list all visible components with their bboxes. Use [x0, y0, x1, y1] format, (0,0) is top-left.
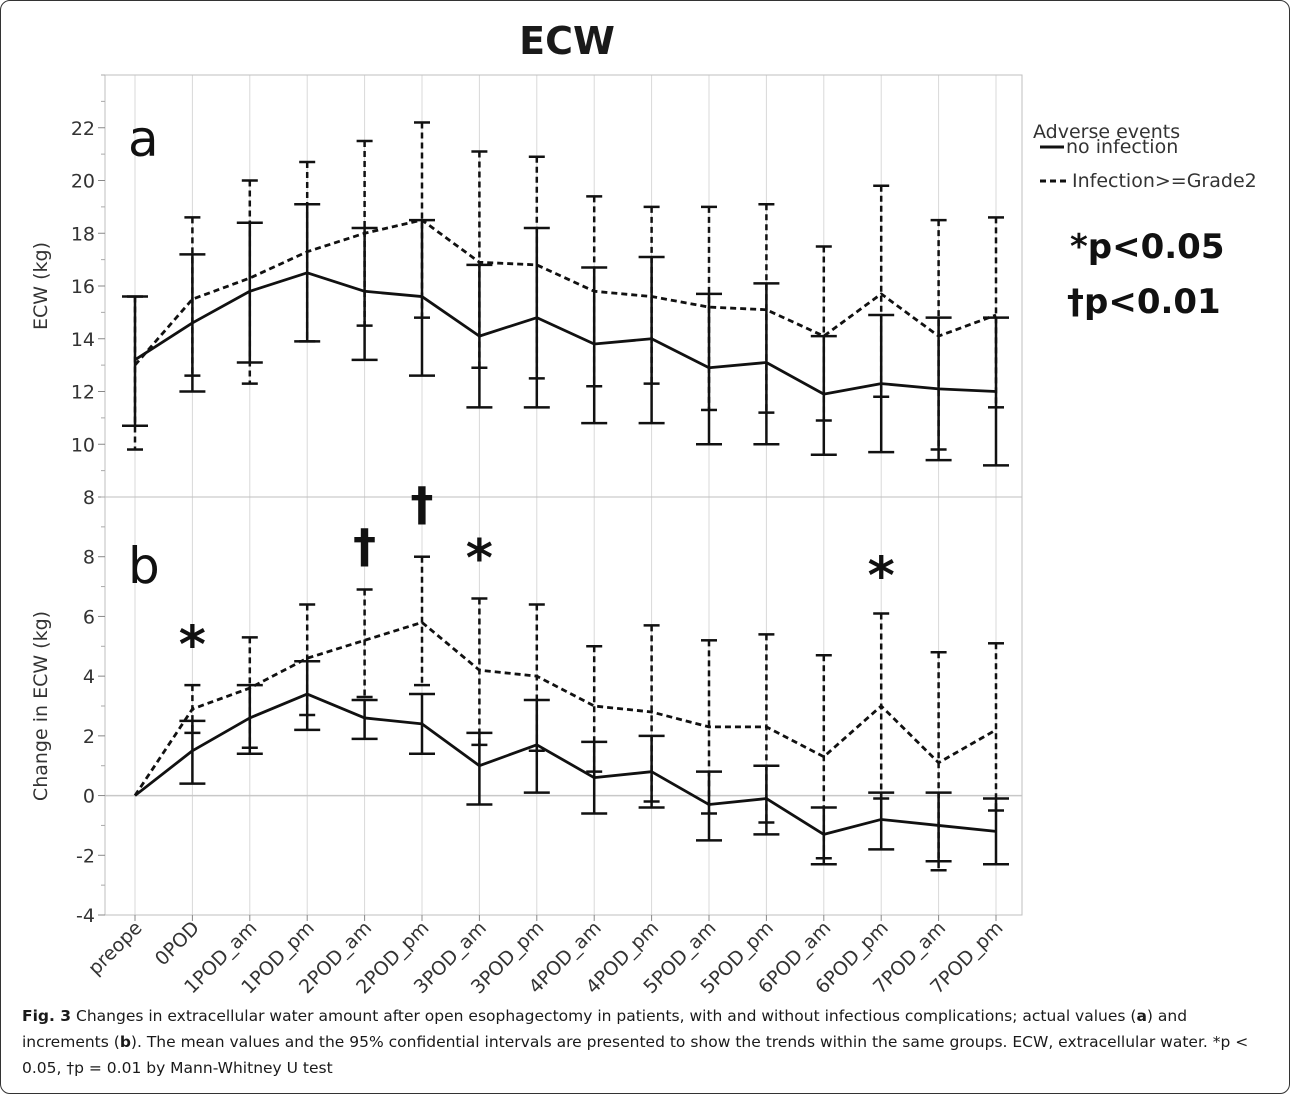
panel-a-ytick-label: 10	[71, 434, 95, 456]
plot-layer: 8 10 12 14 16 18 20 22 ECW (kg) a -4 -2 0 2 4 6 8 Change …	[30, 74, 1023, 998]
panel-b-ytick-label: 2	[83, 726, 95, 748]
panel-b-significance-mark: *	[868, 547, 895, 607]
panel-a-ytick-label: 22	[71, 118, 95, 140]
panel-b-ytick-label: 6	[83, 606, 95, 628]
ecw-chart: ECW 8 10 12 14 16 18 20 22 ECW (kg) a -4 -2 0 2 4 6 8 Cha…	[30, 19, 1257, 998]
panel-a-ytick-label: 20	[71, 171, 95, 193]
panel-b-significance-mark: *	[466, 529, 493, 589]
caption-fig-label: Fig. 3	[22, 1007, 72, 1025]
panel-b-ytick-label: 8	[83, 547, 95, 569]
panel-b-infection-line	[133, 621, 997, 797]
panel-b-significance-mark: *	[179, 615, 206, 675]
panel-b-significance-mark: †	[411, 477, 434, 531]
panel-a-ytick-label: 14	[71, 329, 95, 351]
chart-title: ECW	[519, 19, 615, 63]
panel-b-ylabel: Change in ECW (kg)	[30, 611, 52, 801]
xtick-label: 0POD	[151, 917, 204, 970]
legend-entry-infection: Infection>=Grade2	[1072, 170, 1257, 192]
figure-caption: Fig. 3 Changes in extracellular water am…	[22, 1003, 1272, 1081]
panel-a-ytick-label: 12	[71, 382, 95, 404]
panel-b-ytick-label: -4	[76, 905, 95, 927]
legend: Adverse events no infection Infection>=G…	[1033, 121, 1257, 192]
panel-b-ytick-label: 4	[83, 666, 95, 688]
caption-bold-b: b	[119, 1033, 131, 1051]
panel-b-letter: b	[128, 537, 160, 595]
legend-entry-no-infection: no infection	[1066, 136, 1178, 158]
significance-legend-p005: *p<0.05	[1070, 227, 1225, 267]
panel-b-ytick-label: 0	[83, 786, 95, 808]
caption-bold-a: a	[1136, 1007, 1147, 1025]
significance-legend-p001: †p<0.01	[1067, 282, 1221, 322]
caption-text-2: ) and increments (	[22, 1007, 1188, 1051]
panel-a-ytick-label: 16	[71, 276, 95, 298]
panel-a-letter: a	[128, 110, 159, 168]
panel-b-ytick-label: -2	[76, 845, 95, 867]
caption-text-3: ). The mean values and the 95% confident…	[22, 1033, 1249, 1077]
panel-b-significance-mark: †	[353, 519, 376, 573]
panel-a-ytick-label: 18	[71, 223, 95, 245]
caption-text-1: Changes in extracellular water amount af…	[71, 1007, 1137, 1025]
panel-a-infection-line	[133, 218, 997, 367]
panel-a-no-infection-line	[134, 271, 997, 396]
legend-title: Adverse events	[1033, 121, 1180, 143]
panel-b-no-infection-line	[134, 692, 997, 836]
panel-a-frame	[104, 74, 1023, 498]
panel-a-ylabel: ECW (kg)	[30, 242, 52, 330]
panel-a-ytick-label: 8	[83, 487, 95, 509]
